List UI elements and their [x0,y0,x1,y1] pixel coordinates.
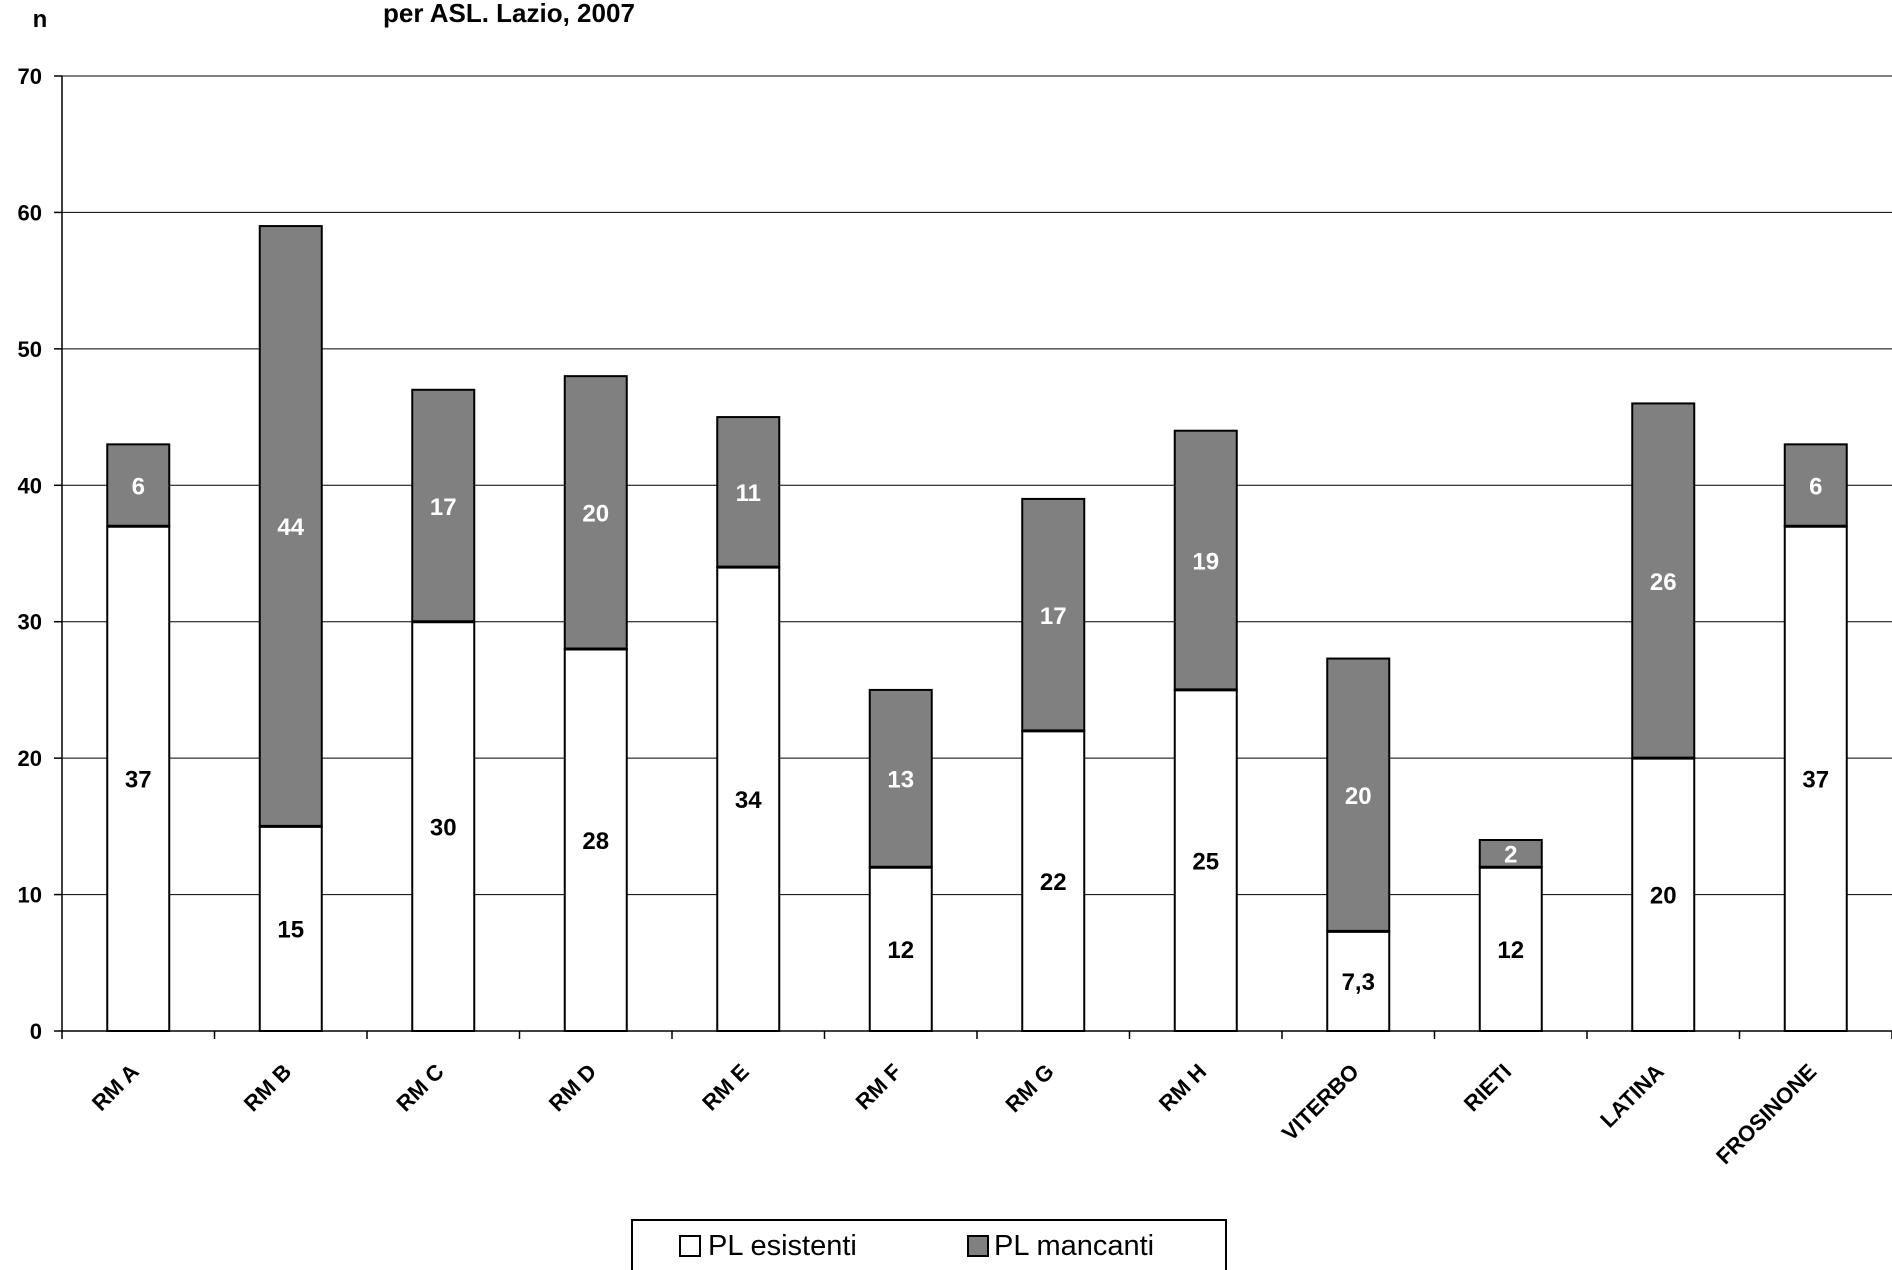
data-label-existing: 34 [735,787,762,814]
data-label-missing: 11 [736,480,761,507]
x-tick-label: RM A [87,1059,144,1116]
bar-pl-esistenti [1021,729,1086,1032]
legend-label-existing: PL esistenti [708,1230,857,1262]
y-tick-label: 50 [18,337,42,362]
data-label-missing: 26 [1650,569,1677,596]
data-label-existing: 25 [1192,848,1219,875]
y-axis-label: n [33,6,48,33]
y-tick-label: 20 [18,746,42,771]
bar-pl-esistenti [1631,757,1696,1033]
x-tick-label: RM G [1000,1059,1058,1117]
data-label-missing: 17 [430,494,457,521]
legend-label-missing: PL mancanti [994,1230,1154,1262]
data-label-existing: 7,3 [1342,969,1375,996]
bar-pl-esistenti [1478,866,1543,1032]
data-label-missing: 20 [1345,783,1372,810]
bar-pl-esistenti [1783,525,1848,1032]
legend: PL esistenti PL mancanti [631,1219,1227,1270]
gridlines [62,75,1892,896]
bar-pl-esistenti [258,825,323,1032]
bar-pl-mancanti [868,688,933,869]
bar-pl-mancanti [1021,497,1086,732]
data-label-missing: 44 [277,514,304,541]
legend-box [631,1219,1227,1270]
bar-pl-esistenti [1326,930,1391,1033]
legend-swatch-existing [679,1235,701,1257]
data-label-existing: 12 [1497,937,1524,964]
bar-pl-mancanti [1326,657,1391,933]
bar-pl-mancanti [258,225,323,828]
x-tick-label: LATINA [1595,1059,1669,1133]
data-label-missing: 20 [582,501,609,528]
data-label-missing: 13 [887,767,914,794]
data-label-existing: 37 [125,767,152,794]
data-label-existing: 22 [1040,869,1067,896]
data-label-existing: 30 [430,814,457,841]
legend-swatch-missing [967,1235,989,1257]
x-tick-label: FROSINONE [1711,1059,1821,1169]
data-label-existing: 12 [887,937,914,964]
y-tick-label: 30 [18,610,42,635]
x-tick-label: RM F [851,1059,907,1115]
x-tick-label: RM D [544,1059,601,1116]
data-label-existing: 37 [1802,767,1829,794]
x-tick-label: RM E [697,1059,754,1116]
bar-pl-esistenti [1173,688,1238,1033]
data-label-missing: 6 [1809,473,1822,500]
data-labels: 37 6 15 44 30 17 28 20 34 11 12 13 22 17 25 19 7,3 20 12 2 2… [125,473,1829,996]
bar-pl-mancanti [1783,443,1848,528]
x-tick-label: RM H [1154,1059,1211,1116]
bar-pl-mancanti [1173,429,1238,691]
data-label-existing: 28 [582,828,609,855]
x-tick-label: RM C [391,1059,449,1117]
y-tick-label: 0 [30,1019,42,1044]
y-tick-label: 10 [18,883,42,908]
bar-pl-esistenti [563,648,628,1032]
bars [106,225,1848,1033]
data-label-missing: 19 [1192,548,1219,575]
bar-pl-mancanti [411,388,476,623]
chart-title: per ASL. Lazio, 2007 [383,0,635,28]
data-label-missing: 2 [1504,842,1517,869]
x-tick-label: RM B [239,1059,296,1116]
bar-pl-mancanti [716,416,781,569]
x-tick-label: RIETI [1459,1059,1516,1116]
bar-pl-mancanti [1478,839,1543,869]
data-label-existing: 15 [277,917,304,944]
bar-pl-esistenti [716,566,781,1033]
y-tick-label: 60 [18,200,42,225]
y-tick-label: 70 [18,64,42,89]
y-tick-label: 40 [18,473,42,498]
bar-pl-mancanti [106,443,171,528]
bar-pl-mancanti [1631,402,1696,760]
data-label-missing: 17 [1040,603,1067,630]
x-tick-label: VITERBO [1277,1059,1364,1146]
data-label-existing: 20 [1650,883,1677,910]
bar-pl-esistenti [868,866,933,1032]
data-label-missing: 6 [132,473,145,500]
